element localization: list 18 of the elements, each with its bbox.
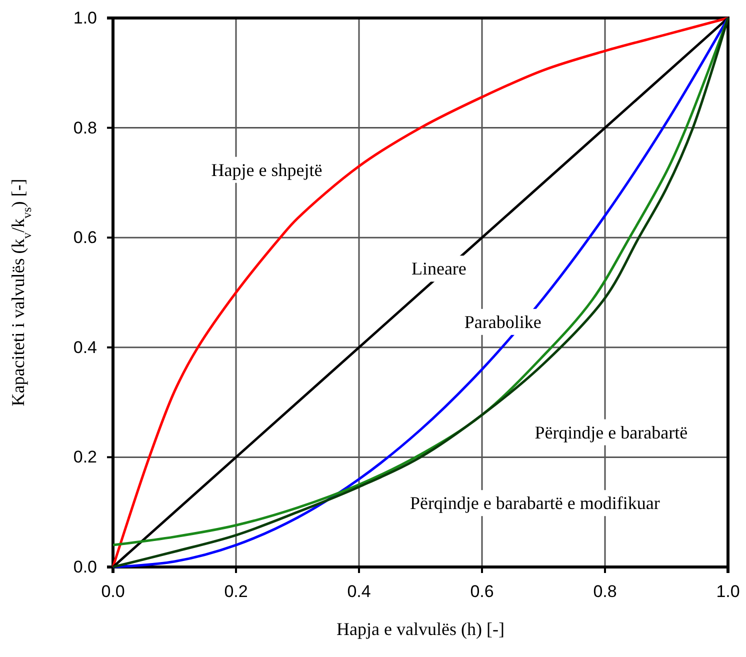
x-tick-label: 0.4 <box>347 582 371 602</box>
series-label: Përqindje e barabartë e modifikuar <box>410 493 660 514</box>
series-label: Parabolike <box>464 312 542 332</box>
y-tick-label: 0.4 <box>73 338 97 357</box>
x-tick-label: 0.0 <box>101 582 125 602</box>
series-label: Lineare <box>411 258 466 279</box>
y-tick-label: 0.2 <box>73 448 97 467</box>
x-axis-title: Hapja e valvulës (h) [-] <box>336 619 504 639</box>
y-tick-label: 0.0 <box>73 557 97 576</box>
text: Përqindje e barabartë <box>534 422 688 442</box>
x-tick-label: 0.2 <box>224 582 248 602</box>
x-tick-label: 0.8 <box>593 582 617 602</box>
series-label: Hapje e shpejtë <box>211 160 322 180</box>
x-tick-label: 0.6 <box>470 582 494 602</box>
y-tick-label: 0.8 <box>73 118 97 138</box>
y-tick-label: 1.0 <box>73 8 97 28</box>
y-tick-label: 0.6 <box>73 228 97 248</box>
x-tick-label: 1.0 <box>716 582 740 602</box>
